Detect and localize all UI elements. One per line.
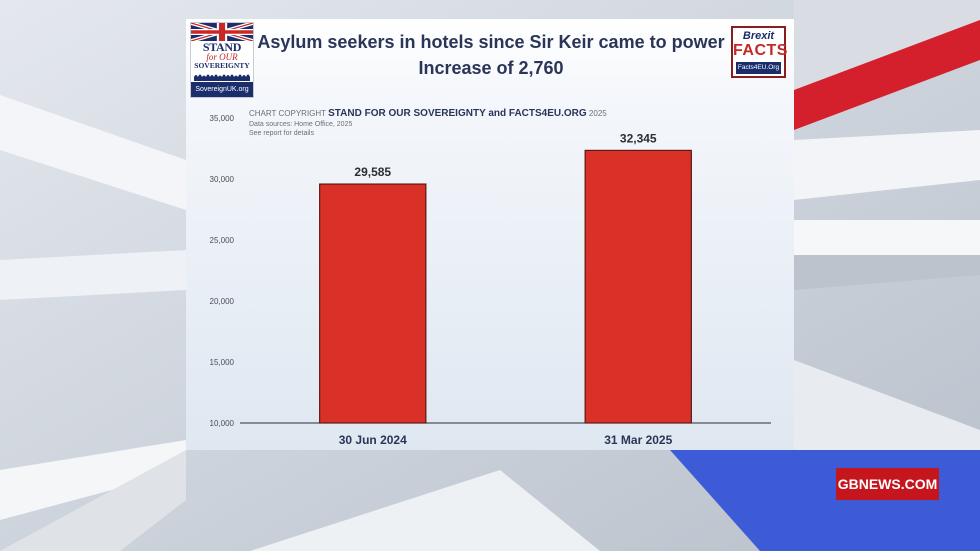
copyright-year: 2025 bbox=[588, 109, 607, 118]
union-flag-icon bbox=[191, 23, 253, 41]
logo-left-url: SovereignUK.org bbox=[191, 82, 253, 97]
y-tick-label: 25,000 bbox=[210, 236, 235, 245]
x-tick-label: 31 Mar 2025 bbox=[604, 433, 672, 447]
bar bbox=[319, 183, 427, 424]
chart-panel: STAND for OUR SOVEREIGNTY SovereignUK.or… bbox=[186, 19, 794, 450]
logo-left-line1: STAND bbox=[202, 40, 242, 54]
stand-for-our-sovereignty-logo: STAND for OUR SOVEREIGNTY SovereignUK.or… bbox=[190, 22, 254, 98]
y-tick-label: 20,000 bbox=[210, 297, 235, 306]
logo-right-line2: FACTS bbox=[733, 42, 788, 59]
chart-note: See report for details bbox=[249, 130, 314, 137]
bar-data-label: 32,345 bbox=[620, 131, 657, 145]
y-tick-label: 10,000 bbox=[210, 419, 235, 428]
chart-subtitle: Increase of 2,760 bbox=[418, 58, 564, 78]
chart-source: Data sources: Home Office, 2025 bbox=[249, 121, 353, 128]
bar-data-label: 29,585 bbox=[354, 165, 391, 179]
y-tick-label: 15,000 bbox=[210, 358, 235, 367]
logo-right-line1: Brexit bbox=[742, 30, 775, 42]
y-tick-label: 35,000 bbox=[210, 114, 235, 123]
logo-left-line2: for OUR bbox=[206, 52, 238, 62]
bar-chart: 10,000 15,000 20,000 25,000 30,000 35,000 29,5… bbox=[210, 114, 771, 447]
bar bbox=[584, 149, 692, 424]
chart-copyright: CHART COPYRIGHT STAND FOR OUR SOVEREIGNT… bbox=[249, 108, 607, 119]
copyright-owner: STAND FOR OUR SOVEREIGNTY and FACTS4EU.O… bbox=[328, 108, 587, 119]
logo-right-url: Facts4EU.Org bbox=[736, 62, 781, 74]
brexit-facts-logo: Brexit FACTS Facts4EU.Org bbox=[731, 26, 788, 78]
gbnews-ticker: GBNEWS.COM bbox=[836, 468, 939, 500]
y-tick-label: 30,000 bbox=[210, 175, 235, 184]
x-tick-label: 30 Jun 2024 bbox=[339, 433, 407, 447]
copyright-prefix: CHART COPYRIGHT bbox=[249, 109, 326, 118]
crowd-silhouette-icon bbox=[194, 74, 250, 81]
logo-left-line3: SOVEREIGNTY bbox=[194, 61, 250, 70]
chart-title: Asylum seekers in hotels since Sir Keir … bbox=[257, 32, 725, 52]
